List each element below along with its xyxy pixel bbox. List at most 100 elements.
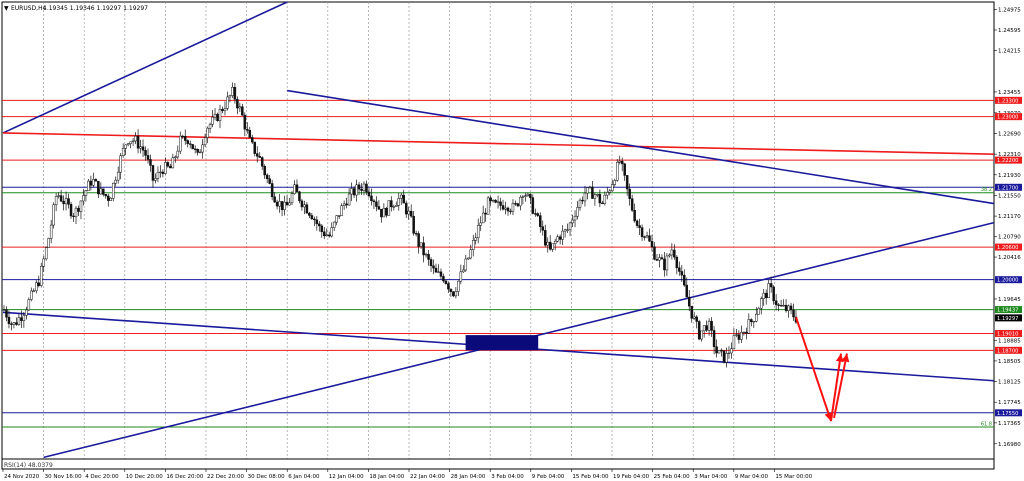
candle-body [285, 201, 289, 206]
candle-body [516, 203, 520, 207]
candle-body [419, 242, 423, 247]
level-price-tag [995, 156, 1022, 164]
time-tick-label: 28 Jan 04:00 [451, 474, 486, 480]
candle-body [57, 195, 60, 197]
candle-body [648, 235, 651, 242]
candle-body [290, 193, 294, 204]
candle-body [452, 291, 455, 297]
time-tick-label: 6 Jan 04:00 [288, 474, 320, 480]
candle-body [392, 206, 396, 208]
candle-body [176, 150, 180, 158]
candle-body [2, 309, 6, 311]
trendline [2, 1, 288, 134]
candle-body [218, 109, 222, 121]
candle-body [784, 304, 788, 311]
candle-body [541, 226, 545, 231]
candle-body [499, 201, 502, 206]
candle-body [134, 135, 137, 142]
candle-body [330, 227, 333, 237]
candle-body [546, 241, 549, 246]
candle-body [211, 116, 214, 125]
candle-body [352, 188, 356, 196]
trendline [2, 132, 995, 155]
candle-body [464, 258, 468, 271]
candle-body [97, 180, 100, 195]
candle-body [30, 290, 33, 300]
candle-body [169, 165, 172, 169]
time-tick-label: 10 Dec 20:00 [126, 474, 163, 480]
candle-body [767, 283, 770, 299]
symbol-header: ▼ EURUSD,H4 1.19345 1.19346 1.19297 1.19… [4, 5, 148, 12]
candle-body [216, 113, 219, 121]
level-price-tag-label: 1.23300 [997, 98, 1018, 104]
candle-body [47, 238, 50, 248]
time-tick-label: 25 Feb 04:00 [654, 474, 691, 480]
candle-body [236, 99, 239, 109]
candle-body [457, 280, 460, 292]
menu-triangle-icon[interactable]: ▼ [4, 5, 9, 12]
candle-body [223, 108, 227, 112]
candle-body [121, 147, 125, 156]
candle-body [12, 322, 16, 325]
time-tick-label: 30 Nov 16:00 [45, 474, 83, 480]
current-price-label: 1.19297 [997, 316, 1018, 322]
candle-body [196, 149, 199, 153]
candle-body [583, 192, 587, 202]
candle-body [655, 259, 659, 261]
candle-body [350, 188, 353, 195]
time-tick-label: 16 Dec 20:00 [166, 474, 203, 480]
candle-body [82, 195, 85, 202]
candle-body [315, 219, 319, 225]
level-price-tag [995, 276, 1022, 284]
price-tick-label: 1.20790 [998, 235, 1021, 241]
candle-body [360, 188, 363, 191]
candle-body [111, 182, 115, 199]
candle-body [10, 323, 13, 325]
candle-body [283, 201, 286, 210]
candle-body [156, 171, 160, 179]
candle-body [434, 267, 438, 273]
current-price-tag [995, 314, 1022, 322]
candle-body [720, 349, 723, 352]
candle-body [17, 317, 21, 325]
rsi-panel [1, 458, 995, 470]
candle-body [561, 230, 564, 240]
rsi-label: RSI(14) 48.0379 [4, 462, 53, 469]
candle-body [690, 305, 693, 319]
candle-body [308, 212, 311, 216]
candle-body [414, 233, 418, 235]
candle-body [772, 286, 775, 302]
candle-body [618, 160, 621, 163]
level-price-tag [995, 329, 1022, 337]
candle-body [104, 194, 108, 197]
candle-body [764, 292, 768, 299]
candle-body [243, 114, 247, 130]
candle-body [79, 200, 83, 212]
candle-body [241, 106, 244, 116]
candle-body [787, 305, 790, 311]
candle-body [454, 291, 458, 297]
time-tick-label: 24 Nov 2020 [4, 474, 40, 480]
candle-body [509, 210, 512, 213]
candle-body [645, 235, 649, 238]
candle-body [782, 304, 785, 307]
price-tick-label: 1.24975 [998, 7, 1021, 13]
candle-body [543, 230, 547, 246]
level-price-tag [995, 96, 1022, 104]
price-tick-label: 1.19645 [998, 297, 1021, 303]
candle-body [601, 202, 604, 205]
price-tick-label: 1.22690 [998, 132, 1021, 138]
candles [2, 82, 798, 368]
candle-body [59, 195, 63, 202]
candle-body [697, 321, 701, 340]
candle-body [357, 184, 361, 190]
candle-body [20, 317, 23, 321]
candle-body [705, 325, 708, 331]
candle-body [265, 174, 269, 179]
candle-body [213, 113, 217, 118]
candle-body [449, 288, 453, 292]
candle-body [159, 171, 162, 174]
candle-body [340, 205, 343, 216]
candle-body [591, 186, 594, 199]
